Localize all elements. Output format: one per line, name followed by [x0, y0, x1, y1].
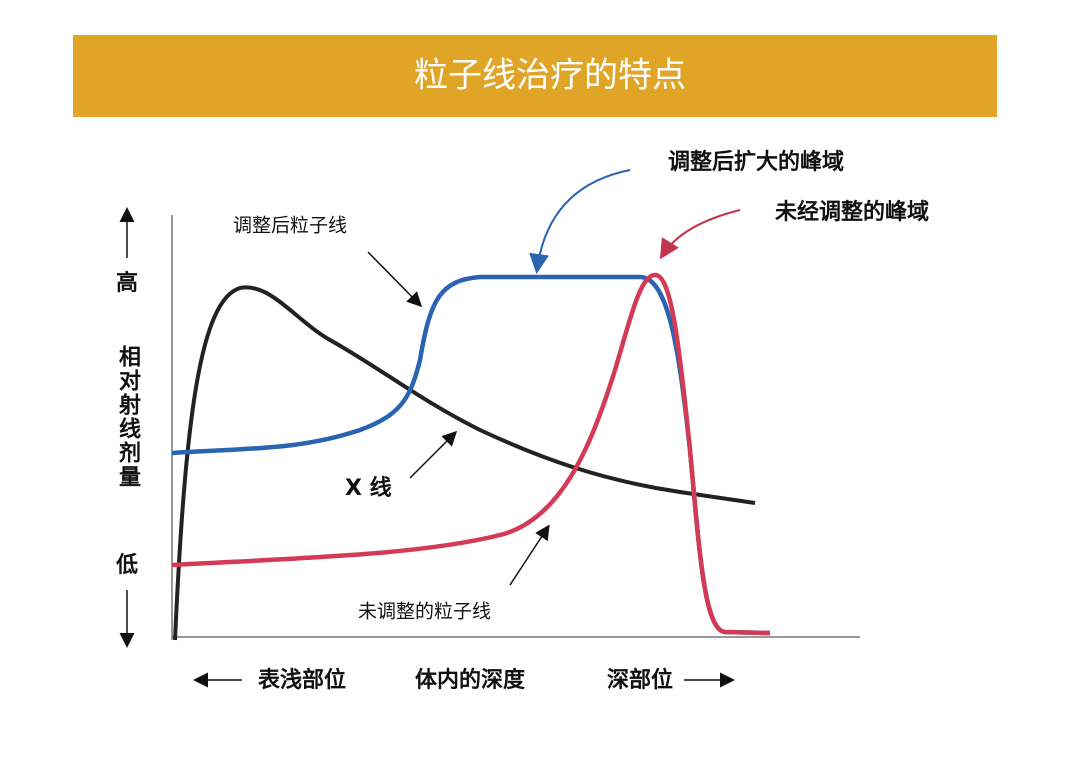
- arrow: [509, 524, 550, 586]
- annotation: 未调整的粒子线: [358, 601, 491, 623]
- adjusted-curve: [171, 274, 771, 636]
- title-bar: [73, 35, 997, 117]
- annotation: 调整后粒子线: [233, 215, 347, 237]
- arrow: [409, 430, 458, 479]
- x-axis-label: 体内的深度: [415, 667, 526, 693]
- y-axis-label: 相对射线剂量: [115, 345, 142, 489]
- xray-curve: [173, 285, 756, 641]
- x-shallow: 表浅部位: [258, 667, 346, 693]
- title: 粒子线治疗的特点: [414, 56, 686, 96]
- arrow: [367, 251, 423, 308]
- unadjusted-curve: [171, 272, 771, 636]
- arrow: [529, 169, 631, 274]
- annotation: 调整后扩大的峰域: [668, 149, 844, 175]
- y-high: 高: [116, 270, 138, 296]
- arrow: [659, 209, 741, 260]
- annotation: X 线: [345, 475, 392, 501]
- annotation: 未经调整的峰域: [775, 199, 929, 225]
- y-low: 低: [115, 553, 138, 578]
- x-deep: 深部位: [607, 667, 673, 693]
